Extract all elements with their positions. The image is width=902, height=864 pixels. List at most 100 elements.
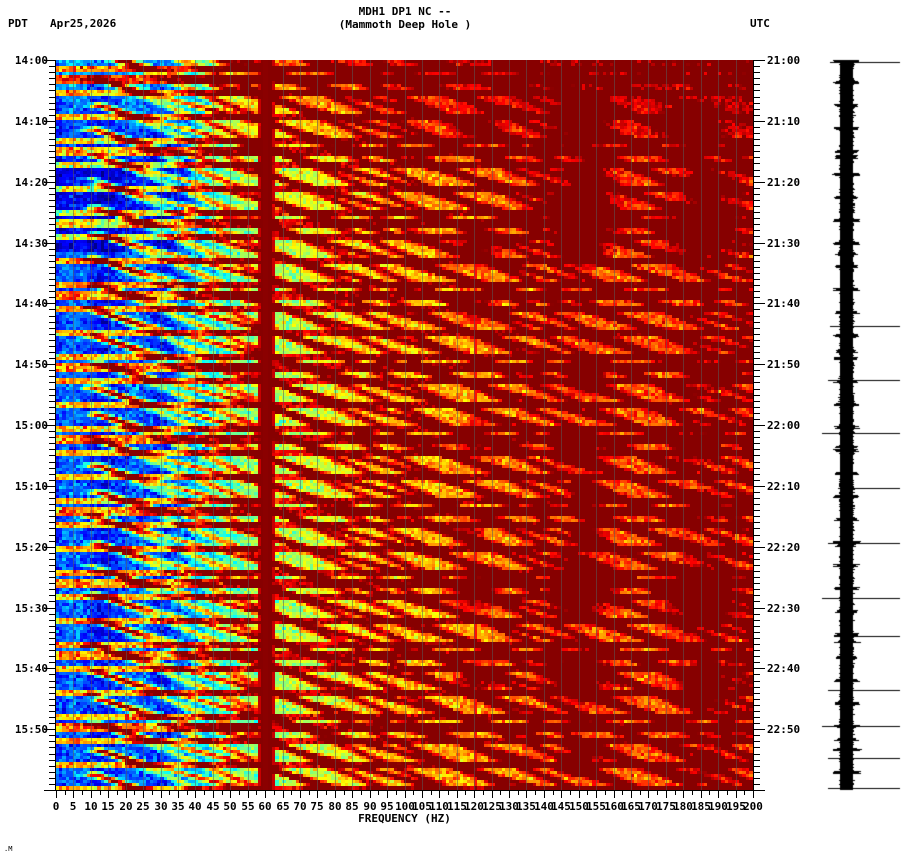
freq-tick (561, 791, 562, 798)
freq-tick (230, 791, 231, 798)
right-tick (754, 431, 760, 432)
right-tick (754, 486, 765, 487)
left-tick (49, 157, 55, 158)
right-tick (754, 449, 760, 450)
left-tick (49, 97, 55, 98)
left-tick (49, 115, 55, 116)
right-tick (754, 766, 760, 767)
right-tick (754, 133, 760, 134)
right-tick (754, 784, 760, 785)
freq-label: 140 (534, 800, 554, 813)
left-tick (44, 60, 55, 61)
left-time-label: 15:30 (14, 601, 48, 615)
freq-minor-tick (553, 791, 554, 795)
freq-minor-tick (274, 791, 275, 795)
freq-minor-tick (396, 791, 397, 795)
freq-label: 25 (136, 800, 150, 813)
right-tick (754, 577, 760, 578)
right-tick (754, 261, 760, 262)
left-tick (49, 766, 55, 767)
left-tick (49, 632, 55, 633)
freq-label: 155 (586, 800, 606, 813)
right-tick (754, 547, 765, 548)
freq-tick (422, 791, 423, 798)
right-tick (754, 790, 765, 791)
right-tick (754, 504, 760, 505)
left-tick (49, 449, 55, 450)
right-tick (754, 589, 760, 590)
left-tick (49, 188, 55, 189)
right-tick (754, 103, 760, 104)
left-tick (49, 103, 55, 104)
right-tick (754, 352, 760, 353)
freq-tick (143, 791, 144, 798)
right-tick (754, 255, 760, 256)
left-tick (49, 626, 55, 627)
right-tick (754, 163, 760, 164)
freq-label: 90 (363, 800, 377, 813)
freq-minor-tick (692, 791, 693, 795)
right-tick (754, 291, 760, 292)
right-time-label: 22:20 (767, 540, 801, 554)
left-tick (49, 674, 55, 675)
freq-tick (126, 791, 127, 798)
right-time-label: 21:30 (767, 236, 801, 250)
freq-minor-tick (518, 791, 519, 795)
right-tick (754, 528, 760, 529)
right-tick (754, 60, 765, 61)
left-tick (49, 66, 55, 67)
freq-tick (300, 791, 301, 798)
freq-label: 190 (708, 800, 728, 813)
left-tick (49, 334, 55, 335)
right-tick (754, 455, 760, 456)
freq-minor-tick (483, 791, 484, 795)
left-tick (44, 303, 55, 304)
right-tick (754, 535, 760, 536)
freq-label: 65 (276, 800, 290, 813)
left-tick (49, 285, 55, 286)
left-tick (49, 528, 55, 529)
left-tick (49, 212, 55, 213)
left-time-label: 15:40 (14, 662, 48, 676)
freq-tick (509, 791, 510, 798)
freq-label: 75 (310, 800, 324, 813)
left-tick (49, 656, 55, 657)
right-time-label: 22:50 (767, 723, 801, 737)
left-tick (49, 735, 55, 736)
right-tick (754, 109, 760, 110)
right-time-label: 22:10 (767, 479, 801, 493)
freq-minor-tick (117, 791, 118, 795)
right-tick (754, 626, 760, 627)
freq-tick (178, 791, 179, 798)
freq-minor-tick (587, 791, 588, 795)
left-tick (49, 571, 55, 572)
right-tick (754, 778, 760, 779)
right-tick (754, 340, 760, 341)
freq-label: 195 (726, 800, 746, 813)
right-tick (754, 316, 760, 317)
right-tick (754, 735, 760, 736)
left-tick (49, 78, 55, 79)
left-tick (49, 492, 55, 493)
right-tick (754, 170, 760, 171)
freq-tick (683, 791, 684, 798)
left-tick (49, 601, 55, 602)
freq-tick (753, 791, 754, 798)
left-tick (44, 547, 55, 548)
freq-minor-tick (222, 791, 223, 795)
left-tick (49, 644, 55, 645)
freq-minor-tick (82, 791, 83, 795)
left-tick (49, 413, 55, 414)
left-time-label: 14:40 (14, 297, 48, 311)
right-axis-line (753, 60, 754, 790)
left-tick (49, 614, 55, 615)
freq-tick (73, 791, 74, 798)
left-tick (49, 577, 55, 578)
freq-minor-tick (535, 791, 536, 795)
freq-tick (352, 791, 353, 798)
left-tick (49, 705, 55, 706)
freq-label: 55 (241, 800, 255, 813)
left-tick (49, 620, 55, 621)
left-tick (49, 133, 55, 134)
freq-tick (439, 791, 440, 798)
